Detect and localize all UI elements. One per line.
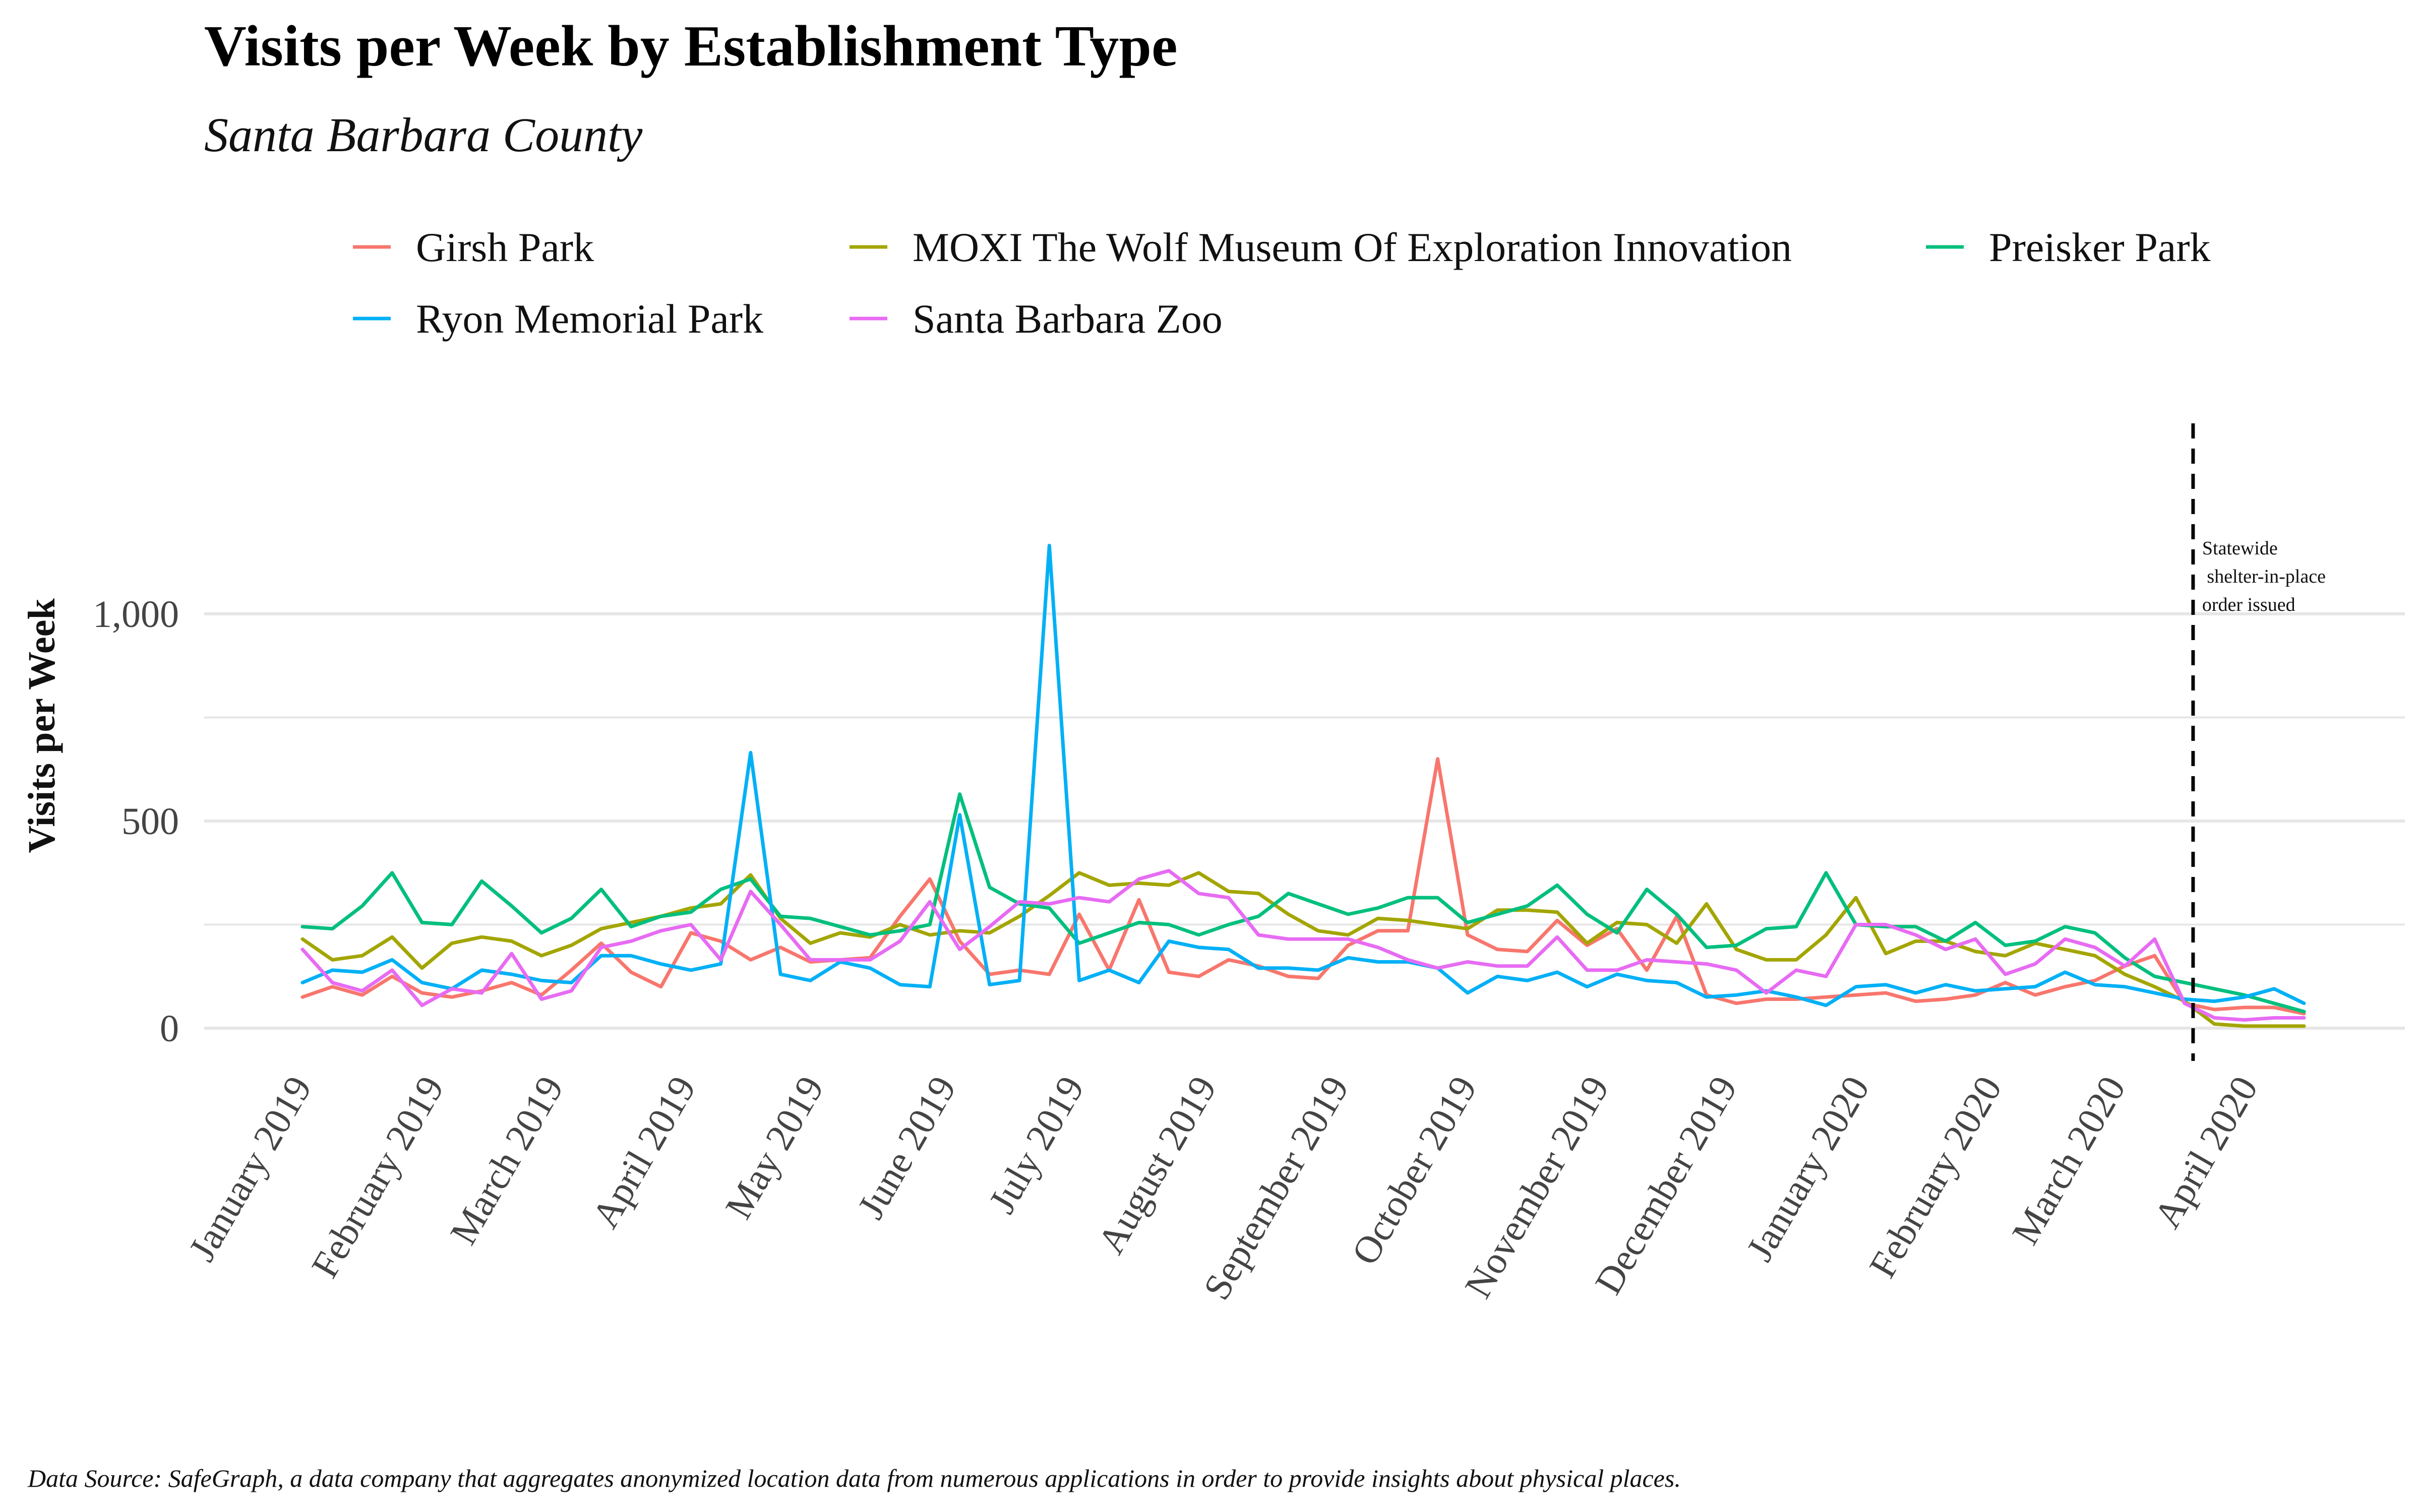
legend-label-0: Girsh Park (416, 224, 594, 270)
y-tick-label: 0 (160, 1007, 179, 1050)
chart-title: Visits per Week by Establishment Type (204, 14, 1177, 79)
x-tick-label: September 2019 (1195, 1069, 1357, 1307)
data-source-caption: Data Source: SafeGraph, a data company t… (27, 1464, 1681, 1492)
x-tick-label: March 2019 (442, 1069, 572, 1252)
y-tick-label: 500 (122, 800, 179, 843)
x-tick-label: May 2019 (717, 1069, 832, 1226)
legend: Girsh Park MOXI The Wolf Museum Of Explor… (353, 224, 2211, 342)
x-tick-label: October 2019 (1344, 1069, 1485, 1272)
legend-label-1: MOXI The Wolf Museum Of Exploration Inno… (913, 224, 1792, 270)
gridlines (204, 612, 2405, 1030)
y-tick-label: 1,000 (93, 593, 179, 636)
x-tick-label: February 2020 (1861, 1069, 2010, 1285)
legend-label-2: Preisker Park (1989, 224, 2211, 270)
x-tick-label: July 2019 (981, 1069, 1093, 1221)
series-line-0 (300, 757, 2306, 1016)
x-tick-label: February 2019 (304, 1069, 452, 1285)
chart-subtitle: Santa Barbara County (204, 108, 643, 162)
x-tick-label: March 2020 (2004, 1069, 2134, 1252)
x-tick-label: April 2019 (584, 1069, 704, 1235)
series-line-2 (300, 792, 2306, 1014)
legend-label-3: Ryon Memorial Park (416, 296, 763, 342)
series-line-4 (300, 869, 2306, 1022)
y-axis-label: Visits per Week (21, 598, 63, 853)
y-axis-ticks: 0 500 1,000 (93, 593, 179, 1050)
series-lines (300, 543, 2306, 1028)
x-tick-label: January 2019 (180, 1069, 320, 1269)
series-line-3 (300, 543, 2306, 1007)
shelter-in-place-annotation: Statewide shelter-in-place order issued (2202, 538, 2326, 615)
legend-label-4: Santa Barbara Zoo (913, 296, 1223, 342)
x-tick-label: April 2020 (2146, 1069, 2266, 1235)
x-tick-label: June 2019 (850, 1069, 964, 1226)
x-tick-label: August 2019 (1090, 1069, 1225, 1261)
series-line-1 (300, 871, 2306, 1028)
x-tick-label: January 2020 (1738, 1069, 1878, 1269)
x-tick-label: December 2019 (1587, 1069, 1745, 1302)
